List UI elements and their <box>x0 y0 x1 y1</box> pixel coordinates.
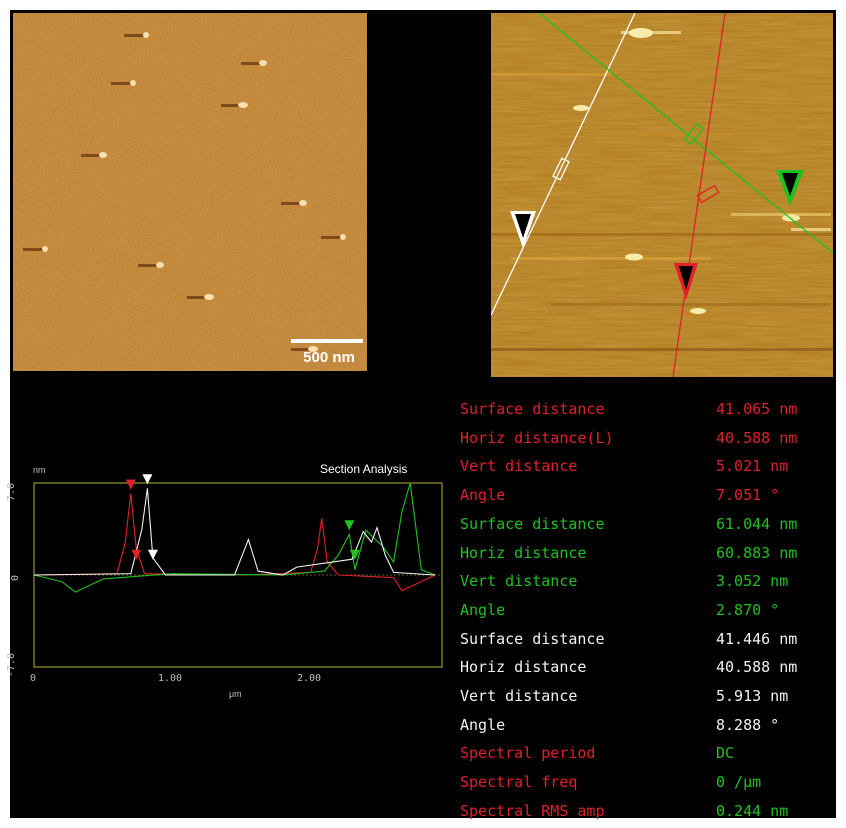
readout-label: Spectral freq <box>460 773 578 792</box>
x-axis-unit: μm <box>229 689 242 699</box>
profile-series-0 <box>33 493 436 592</box>
x-tick-1: 1.00 <box>158 673 183 684</box>
afm-particle <box>259 60 267 66</box>
profile-cursor-marker[interactable] <box>344 520 355 531</box>
afm-scan-streak <box>491 233 833 236</box>
afm-particle <box>130 80 136 86</box>
green-cursor-marker[interactable] <box>776 170 804 206</box>
readout-label: Horiz distance(L) <box>460 428 614 447</box>
afm-section-image <box>491 13 833 377</box>
profile-cursor-marker[interactable] <box>125 479 136 490</box>
x-tick-2: 2.00 <box>297 673 322 684</box>
readout-value: 60.883 nm <box>716 543 798 562</box>
afm-scan-streak <box>671 313 831 316</box>
readout-label: Surface distance <box>460 629 605 648</box>
afm-scan-streak <box>731 213 831 216</box>
readout-value: 61.044 nm <box>716 514 798 533</box>
profile-cursor-marker[interactable] <box>349 549 360 560</box>
white-line-handle[interactable] <box>552 157 570 181</box>
readout-label: Spectral period <box>460 744 596 763</box>
profile-cursor-marker[interactable] <box>142 474 153 485</box>
readout-value: 3.052 nm <box>716 572 789 591</box>
afm-particle <box>42 246 48 252</box>
readout-value: 40.588 nm <box>716 658 798 677</box>
readout-label: Horiz distance <box>460 543 587 562</box>
afm-particle <box>156 262 164 268</box>
scale-bar <box>291 339 363 343</box>
afm-phase-image: 500 nm <box>13 13 367 371</box>
afm-feature <box>690 308 706 314</box>
afm-particle <box>299 200 307 206</box>
afm-particle <box>99 152 107 158</box>
scale-bar-label: 500 nm <box>303 349 355 366</box>
readout-label: Vert distance <box>460 572 578 591</box>
readout-value: 5.913 nm <box>716 687 789 705</box>
afm-scan-streak <box>511 257 711 260</box>
afm-feature <box>629 28 653 38</box>
readout-label: Angle <box>460 715 506 734</box>
afm-section-image-svg <box>491 13 833 377</box>
afm-phase-image-svg <box>13 13 367 371</box>
profile-cursor-marker[interactable] <box>147 549 158 560</box>
readout-value: DC <box>716 744 735 763</box>
afm-scan-streak <box>641 133 731 136</box>
red-line-handle[interactable] <box>696 184 720 204</box>
readout-label: Vert distance <box>460 687 578 705</box>
afm-scan-streak <box>551 303 831 306</box>
green-section-line[interactable] <box>538 13 833 254</box>
afm-particle <box>204 294 214 300</box>
white-section-line[interactable] <box>491 13 636 316</box>
readout-value: 40.588 nm <box>716 428 798 447</box>
afm-particle <box>143 32 149 38</box>
readout-value: 5.021 nm <box>716 457 789 476</box>
y-tick-neg7: -7.0 <box>6 652 17 677</box>
readout-label: Angle <box>460 600 506 619</box>
afm-feature <box>573 105 589 111</box>
afm-scan-streak <box>491 348 833 351</box>
afm-particle <box>340 234 346 240</box>
green-line-handle[interactable] <box>683 122 705 146</box>
section-analysis-panel: nm Section Analysis 7.0 0 -7.0 0 1.00 2.… <box>4 459 444 704</box>
readout-value: 2.870 ° <box>716 600 780 619</box>
section-analysis-title: Section Analysis <box>320 462 408 476</box>
red-cursor-marker[interactable] <box>674 263 698 300</box>
profile-series-1 <box>33 482 436 593</box>
afm-scan-streak <box>791 228 831 231</box>
readout-label: Spectral RMS amp <box>460 801 605 820</box>
readout-label: Angle <box>460 486 506 505</box>
readout-label: Surface distance <box>460 400 605 418</box>
afm-particle <box>308 346 318 352</box>
readout-value: 7.051 ° <box>716 486 780 505</box>
afm-feature <box>625 253 643 261</box>
readout-label: Horiz distance <box>460 658 587 677</box>
x-tick-0: 0 <box>30 673 37 684</box>
readout-value: 41.065 nm <box>716 400 798 418</box>
afm-particle <box>238 102 248 108</box>
profile-cursor-marker[interactable] <box>131 549 142 560</box>
readout-label: Vert distance <box>460 457 578 476</box>
white-cursor-marker[interactable] <box>510 211 536 248</box>
section-profile-chart[interactable] <box>4 459 444 704</box>
readout-value: 41.446 nm <box>716 629 798 648</box>
readout-value: 0 /μm <box>716 773 762 792</box>
afm-scan-streak <box>491 73 611 76</box>
readout-label: Surface distance <box>460 514 605 533</box>
readout-value: 0.244 nm <box>716 801 789 820</box>
y-tick-0: 0 <box>10 574 21 581</box>
profile-series-2 <box>33 488 436 576</box>
readout-value: 8.288 ° <box>716 715 780 734</box>
y-axis-unit: nm <box>33 465 46 475</box>
y-tick-7: 7.0 <box>6 482 17 501</box>
